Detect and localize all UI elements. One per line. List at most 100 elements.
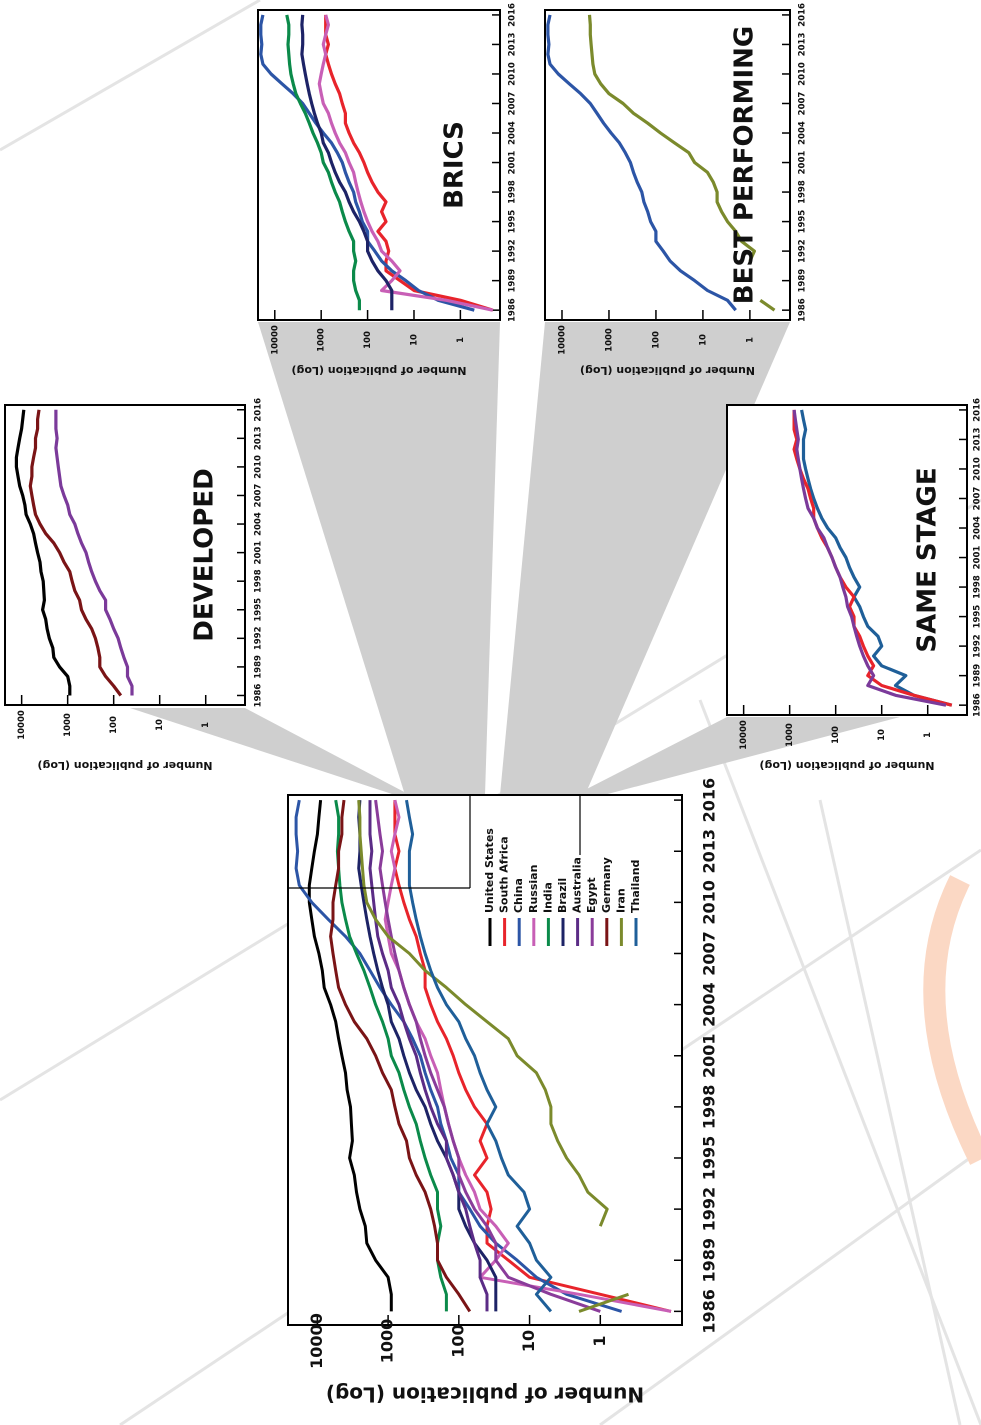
y-tick-label: 100 <box>831 726 841 744</box>
y-tick-label: 1 <box>456 337 466 343</box>
y-tick-label: 10000 <box>739 720 749 750</box>
y-tick-label: 100 <box>363 331 373 349</box>
y-tick-label: 1000 <box>63 713 73 737</box>
chart: 1986 1989 1992 1995 1998 2001 2004 2007 2010 2013… <box>288 778 719 1407</box>
x-tick-label: 2016 <box>254 398 264 422</box>
x-tick-label: 1995 <box>798 210 808 234</box>
x-tick-label: 2001 <box>798 151 808 175</box>
x-tick-label: 1989 <box>508 269 518 293</box>
y-tick-label: 1 <box>590 1335 609 1346</box>
axis-title: Number of publication (Log) <box>580 364 755 377</box>
legend-label: Brazil <box>556 878 569 913</box>
x-tick-label: 1989 <box>973 664 981 688</box>
chart: 1986 1989 1992 1995 1998 2001 2004 2007 2010 2013… <box>258 3 518 377</box>
x-tick-label: 1989 <box>700 1238 719 1283</box>
x-tick-label: 2013 <box>973 428 981 452</box>
x-tick-label: 1986 <box>254 684 264 708</box>
x-tick-label: 2013 <box>508 33 518 57</box>
x-tick-label: 2010 <box>254 455 264 479</box>
x-tick-label: 1998 <box>254 569 264 593</box>
x-tick-label: 2016 <box>973 398 981 422</box>
x-tick-label: 1992 <box>700 1187 719 1232</box>
y-tick-label: 10000 <box>270 325 280 355</box>
figure: 1986 1989 1992 1995 1998 2001 2004 2007 2010 2013… <box>0 0 981 1425</box>
y-tick-label: 1 <box>745 337 755 343</box>
x-tick-label: 1986 <box>508 298 518 322</box>
x-tick-label: 1998 <box>798 180 808 204</box>
x-tick-label: 2010 <box>700 880 719 925</box>
chart-title: SAME STAGE <box>913 467 943 652</box>
x-tick-label: 2001 <box>700 1033 719 1078</box>
x-tick-label: 2001 <box>508 151 518 175</box>
y-tick-label: 100 <box>448 1324 467 1357</box>
x-tick-label: 1995 <box>254 598 264 622</box>
legend-label: India <box>541 882 554 913</box>
x-tick-label: 1998 <box>508 180 518 204</box>
y-tick-label: 1 <box>201 722 211 728</box>
x-tick-label: 1989 <box>254 655 264 679</box>
y-tick-label: 1000 <box>604 328 614 352</box>
x-tick-label: 2016 <box>508 3 518 27</box>
x-tick-label: 1989 <box>798 269 808 293</box>
legend-label: Thailand <box>629 860 642 913</box>
axis-title: Number of publication (Log) <box>37 759 212 772</box>
legend-label: United States <box>483 828 496 913</box>
x-tick-label: 2016 <box>798 3 808 27</box>
x-tick-label: 2004 <box>973 516 981 540</box>
x-tick-label: 1992 <box>973 634 981 658</box>
x-tick-label: 2007 <box>798 92 808 116</box>
x-tick-label: 2013 <box>700 829 719 874</box>
x-tick-label: 2010 <box>798 62 808 86</box>
y-tick-label: 10 <box>519 1330 538 1352</box>
charts: 1986 1989 1992 1995 1998 2001 2004 2007 2010 2013… <box>5 3 981 1406</box>
axis-title: Number of publication (Log) <box>326 1383 644 1407</box>
x-tick-label: 1995 <box>508 210 518 234</box>
x-tick-label: 2007 <box>254 484 264 508</box>
y-tick-label: 10 <box>698 334 708 346</box>
x-tick-label: 2004 <box>254 512 264 536</box>
x-tick-label: 2004 <box>700 982 719 1027</box>
x-tick-label: 2004 <box>798 121 808 145</box>
y-tick-label: 100 <box>109 716 119 734</box>
x-tick-label: 2007 <box>700 931 719 976</box>
legend-label: Australia <box>571 857 584 913</box>
x-tick-label: 2007 <box>973 487 981 511</box>
x-tick-label: 2004 <box>508 121 518 145</box>
x-tick-label: 1992 <box>798 239 808 263</box>
x-tick-label: 2013 <box>798 33 808 57</box>
legend-label: Egypt <box>585 877 598 913</box>
y-tick-label: 10000 <box>17 710 27 740</box>
chart: 1986198919921995199820012004200720102013… <box>727 398 981 772</box>
axis-title: Number of publication (Log) <box>759 759 934 772</box>
y-tick-label: 10 <box>155 719 165 731</box>
y-tick-label: 1000 <box>378 1319 397 1364</box>
legend-label: China <box>512 878 525 913</box>
legend-label: Russian <box>527 865 540 913</box>
x-tick-label: 2007 <box>508 92 518 116</box>
y-tick-label: 10000 <box>307 1313 326 1369</box>
chart-title: DEVELOPED <box>190 468 220 641</box>
x-tick-label: 2010 <box>973 457 981 481</box>
legend-label: Germany <box>600 857 613 913</box>
x-tick-label: 1995 <box>700 1136 719 1181</box>
x-tick-label: 2013 <box>254 426 264 450</box>
x-tick-label: 1986 <box>973 693 981 717</box>
chart-title: BEST PERFORMING <box>730 26 760 304</box>
x-tick-label: 1998 <box>700 1085 719 1130</box>
legend-label: South Africa <box>498 836 511 913</box>
x-tick-label: 1992 <box>508 239 518 263</box>
chart-title: BRICS <box>440 121 470 209</box>
y-tick-label: 1000 <box>317 328 327 352</box>
axis-title: Number of publication (Log) <box>291 364 466 377</box>
y-tick-label: 1 <box>923 732 933 738</box>
chart: 1986 1989 1992 1995 1998 2001 2004 2007 2010 2013… <box>545 3 808 377</box>
y-tick-label: 10 <box>409 334 419 346</box>
y-tick-label: 100 <box>651 331 661 349</box>
x-tick-label: 1986 <box>798 298 808 322</box>
legend-label: Iran <box>614 888 627 913</box>
y-tick-label: 10000 <box>557 325 567 355</box>
x-tick-label: 1986 <box>700 1289 719 1334</box>
x-tick-label: 1998 <box>973 575 981 599</box>
x-tick-label: 2010 <box>508 62 518 86</box>
x-tick-label: 2001 <box>254 541 264 565</box>
